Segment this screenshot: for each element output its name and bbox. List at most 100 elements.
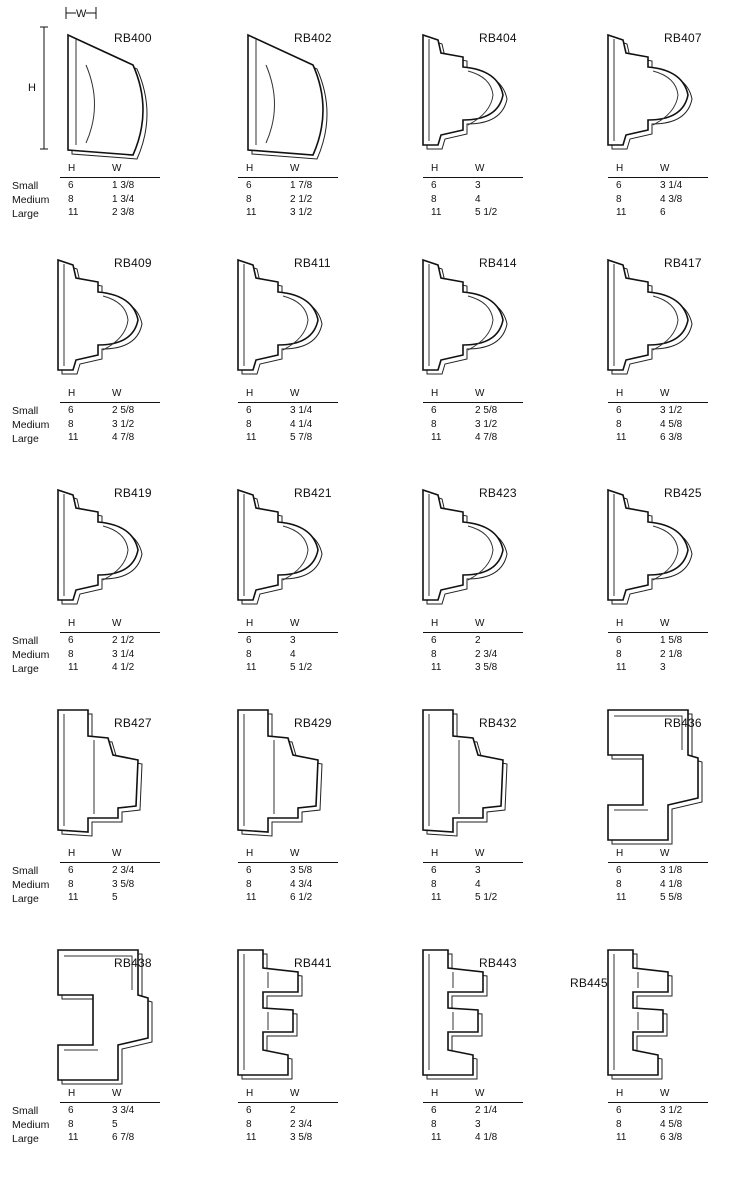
height-value: 8	[68, 1118, 74, 1130]
size-label: Large	[12, 663, 39, 675]
molding-item-rb407: RB407 H W 6 3 1/4 8 4 3/8 11 6	[560, 25, 740, 265]
molding-item-rb409: RB409 H W 6 2 5/8 8 3 1/2 11 4 7/8 Small Medium Lar…	[10, 250, 190, 490]
size-row: 11 6	[608, 205, 708, 219]
width-value: 2 1/2	[112, 635, 135, 646]
profile-depth-outline	[251, 38, 328, 160]
profile-detail-line	[428, 714, 460, 826]
width-value: 5	[112, 892, 118, 903]
height-value: 8	[246, 418, 252, 430]
width-value: 4 5/8	[660, 418, 683, 430]
profile-detail-line	[613, 954, 639, 1070]
width-value: 4 3/8	[660, 193, 683, 205]
size-row: 8 4 3/4	[238, 877, 338, 891]
product-code: RB407	[664, 31, 702, 45]
header-w: W	[660, 618, 670, 629]
size-row: 8 2 1/2	[238, 192, 338, 206]
size-row: 11 6 1/2	[238, 890, 338, 904]
header-h: H	[431, 848, 439, 859]
profile-drawing	[57, 488, 143, 605]
size-row: 8 4 3/8	[608, 192, 708, 206]
header-w: W	[660, 388, 670, 399]
header-h: H	[431, 1088, 439, 1099]
molding-item-rb421: RB421 H W 6 3 8 4 11 5 1/2	[190, 480, 370, 720]
height-value: 11	[68, 207, 79, 218]
product-code: RB438	[114, 956, 152, 970]
molding-item-rb400: H W RB400 H W 6 1 3/8 8 1 3/4 11 2 3/8 Small Medium L…	[10, 7, 190, 265]
size-row: 6 3 1/2	[608, 1103, 708, 1117]
width-value: 5 7/8	[290, 432, 313, 443]
size-row: 6 2 1/4	[423, 1103, 523, 1117]
height-value: 8	[431, 193, 437, 205]
width-value: 4 1/2	[112, 662, 135, 673]
profile-detail-line	[613, 264, 679, 366]
molding-item-rb427: RB427 H W 6 2 3/4 8 3 5/8 11 5 Small Medium Large	[10, 709, 190, 950]
profile-detail-line	[75, 39, 95, 145]
height-value: 8	[616, 1118, 622, 1130]
width-value: 6 3/8	[660, 1132, 683, 1143]
product-code: RB429	[294, 716, 332, 730]
profile-drawing	[422, 258, 508, 375]
profile-drawing	[57, 949, 153, 1085]
size-row: 11 3 5/8	[423, 660, 523, 674]
height-value: 6	[68, 1105, 74, 1116]
size-row: 11 5 1/2	[238, 660, 338, 674]
size-labels: Small Medium Large	[12, 179, 49, 221]
header-w: W	[660, 163, 670, 174]
molding-item-rb432: RB432 H W 6 3 8 4 11 5 1/2	[375, 709, 555, 950]
profile-outline	[607, 709, 699, 841]
height-value: 6	[68, 405, 74, 416]
size-row: 11 6 7/8	[60, 1130, 160, 1144]
height-value: 6	[68, 180, 74, 191]
header-w: W	[112, 618, 122, 629]
size-row: 8 2 3/4	[238, 1117, 338, 1131]
dimension-markers	[40, 7, 97, 150]
height-value: 6	[68, 635, 74, 646]
product-code: RB427	[114, 716, 152, 730]
width-value: 3 1/8	[660, 865, 683, 876]
header-h: H	[431, 388, 439, 399]
width-value: 2	[290, 1105, 296, 1116]
size-row: 6 3 5/8	[238, 863, 338, 877]
header-w: W	[290, 848, 300, 859]
size-row: 6 3 3/4	[60, 1103, 160, 1117]
molding-item-rb436: RB436 H W 6 3 1/8 8 4 1/8 11 5 5/8	[560, 709, 740, 950]
size-row: 11 4 1/8	[423, 1130, 523, 1144]
height-value: 11	[616, 892, 627, 903]
molding-item-rb417: RB417 H W 6 3 1/2 8 4 5/8 11 6 3/8	[560, 250, 740, 490]
size-row: 6 1 7/8	[238, 178, 338, 192]
height-value: 8	[68, 648, 74, 660]
height-value: 8	[616, 418, 622, 430]
width-value: 2 1/4	[475, 1105, 498, 1116]
height-value: 6	[616, 405, 622, 416]
width-value: 6 3/8	[660, 432, 683, 443]
size-label: Medium	[12, 419, 50, 431]
header-w: W	[475, 388, 485, 399]
width-value: 4	[475, 193, 481, 205]
profile-detail-line	[243, 264, 309, 366]
size-label: Medium	[12, 194, 50, 206]
profile-outline	[237, 709, 319, 833]
width-value: 6 7/8	[112, 1132, 135, 1143]
size-table: H W 6 3 8 4 11 5 1/2	[423, 848, 523, 904]
height-value: 8	[616, 193, 622, 205]
width-value: 3	[290, 635, 296, 646]
molding-item-rb419: RB419 H W 6 2 1/2 8 3 1/4 11 4 1/2 Small Medium Lar…	[10, 480, 190, 720]
height-value: 11	[68, 432, 79, 443]
molding-item-rb425: RB425 H W 6 1 5/8 8 2 1/8 11 3	[560, 480, 740, 720]
size-row: 6 2 5/8	[60, 403, 160, 417]
height-value: 6	[431, 1105, 437, 1116]
width-value: 3 1/4	[660, 180, 683, 191]
width-value: 6 1/2	[290, 892, 313, 903]
width-value: 4 7/8	[475, 432, 498, 443]
header-h: H	[68, 388, 76, 399]
